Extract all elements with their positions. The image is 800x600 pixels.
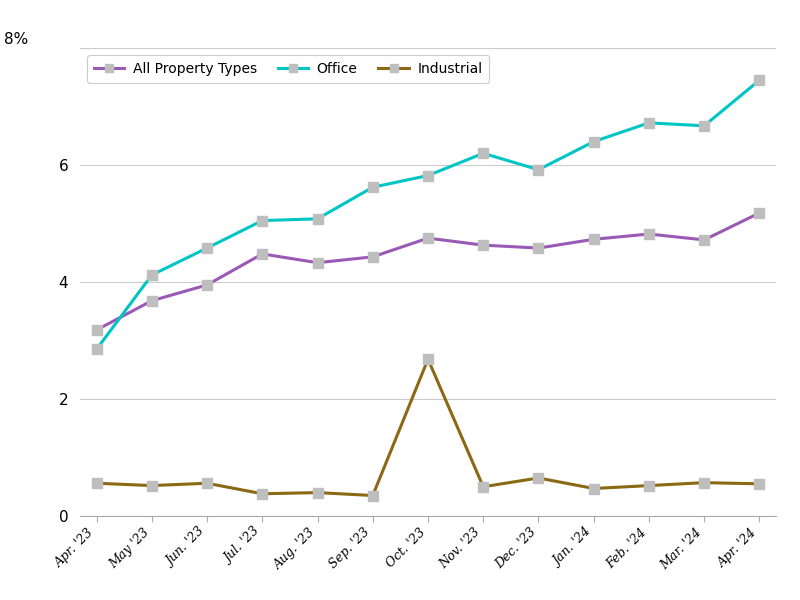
All Property Types [754, 209, 764, 217]
All Property Types [313, 259, 322, 266]
Industrial [368, 492, 378, 499]
Office [147, 271, 157, 278]
Office [258, 217, 267, 224]
Industrial [92, 479, 102, 487]
All Property Types [202, 281, 212, 289]
Legend: All Property Types, Office, Industrial: All Property Types, Office, Industrial [87, 55, 490, 83]
Industrial [589, 485, 598, 492]
All Property Types [423, 235, 433, 242]
All Property Types [644, 230, 654, 238]
All Property Types [589, 236, 598, 243]
Office [423, 172, 433, 179]
Industrial [754, 480, 764, 487]
Industrial [202, 479, 212, 487]
Industrial [478, 483, 488, 490]
Industrial [644, 482, 654, 489]
All Property Types [368, 253, 378, 260]
Industrial [258, 490, 267, 497]
Line: Industrial: Industrial [92, 355, 764, 500]
Text: 8%: 8% [4, 31, 28, 46]
Industrial [699, 479, 709, 486]
Office [589, 138, 598, 145]
Industrial [147, 482, 157, 489]
Office [478, 149, 488, 157]
Office [368, 184, 378, 191]
All Property Types [478, 242, 488, 249]
All Property Types [534, 244, 543, 251]
Office [313, 215, 322, 223]
Office [699, 122, 709, 130]
Office [644, 119, 654, 127]
Line: Office: Office [92, 76, 764, 354]
All Property Types [699, 236, 709, 244]
Office [92, 346, 102, 353]
Office [534, 166, 543, 173]
All Property Types [92, 326, 102, 334]
All Property Types [147, 297, 157, 304]
Industrial [313, 489, 322, 496]
Office [754, 77, 764, 84]
All Property Types [258, 250, 267, 257]
Industrial [423, 356, 433, 363]
Office [202, 244, 212, 251]
Line: All Property Types: All Property Types [92, 208, 764, 335]
Industrial [534, 475, 543, 482]
